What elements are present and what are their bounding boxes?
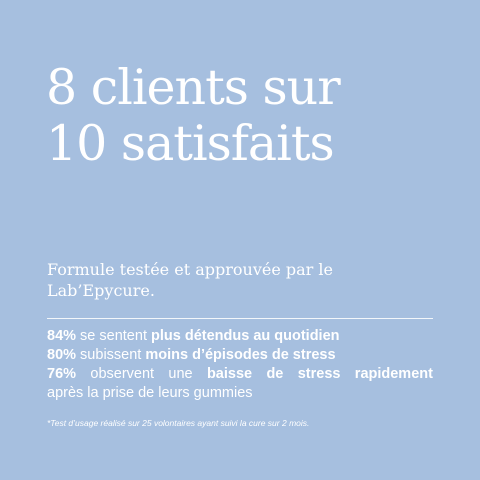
stat-3-word-1: observent xyxy=(90,366,155,382)
subtitle-line-1: Formule testée et approuvée par le xyxy=(47,260,333,279)
stat-3-word-2: une xyxy=(168,366,193,382)
headline: 8 clients sur 10 satisfaits xyxy=(46,59,341,172)
stat-3-highlight-2: de xyxy=(266,366,284,382)
stat-item-3: 76% observent une baisse de stress rapid… xyxy=(47,365,433,384)
footnote: *Test d’usage réalisé sur 25 volontaires… xyxy=(47,418,310,428)
stat-2-highlight: moins d’épisodes de stress xyxy=(145,347,336,363)
headline-line-1: 8 clients sur xyxy=(46,59,341,116)
headline-line-2: 10 satisfaits xyxy=(46,115,335,172)
stat-3-highlight-4: rapidement xyxy=(354,366,433,382)
stat-item-1: 84% se sentent plus détendus au quotidie… xyxy=(47,327,433,346)
subtitle: Formule testée et approuvée par le Lab’E… xyxy=(47,259,437,301)
subtitle-line-2: Lab’Epycure. xyxy=(47,281,155,300)
stat-item-2: 80% subissent moins d’épisodes de stress xyxy=(47,346,433,365)
stat-2-text: subissent xyxy=(76,347,146,363)
stat-3-highlight-3: stress xyxy=(297,366,341,382)
stat-2-percent: 80% xyxy=(47,347,77,363)
stat-3-tail: après la prise de leurs gummies xyxy=(47,385,253,401)
stat-3-percent: 76% xyxy=(47,366,77,382)
divider xyxy=(47,318,433,319)
stat-1-text: se sentent xyxy=(76,328,151,344)
stat-3-highlight-1: baisse xyxy=(206,366,253,382)
stat-1-percent: 84% xyxy=(47,328,77,344)
stat-1-highlight: plus détendus au quotidien xyxy=(151,328,340,344)
stats-list: 84% se sentent plus détendus au quotidie… xyxy=(47,327,433,403)
